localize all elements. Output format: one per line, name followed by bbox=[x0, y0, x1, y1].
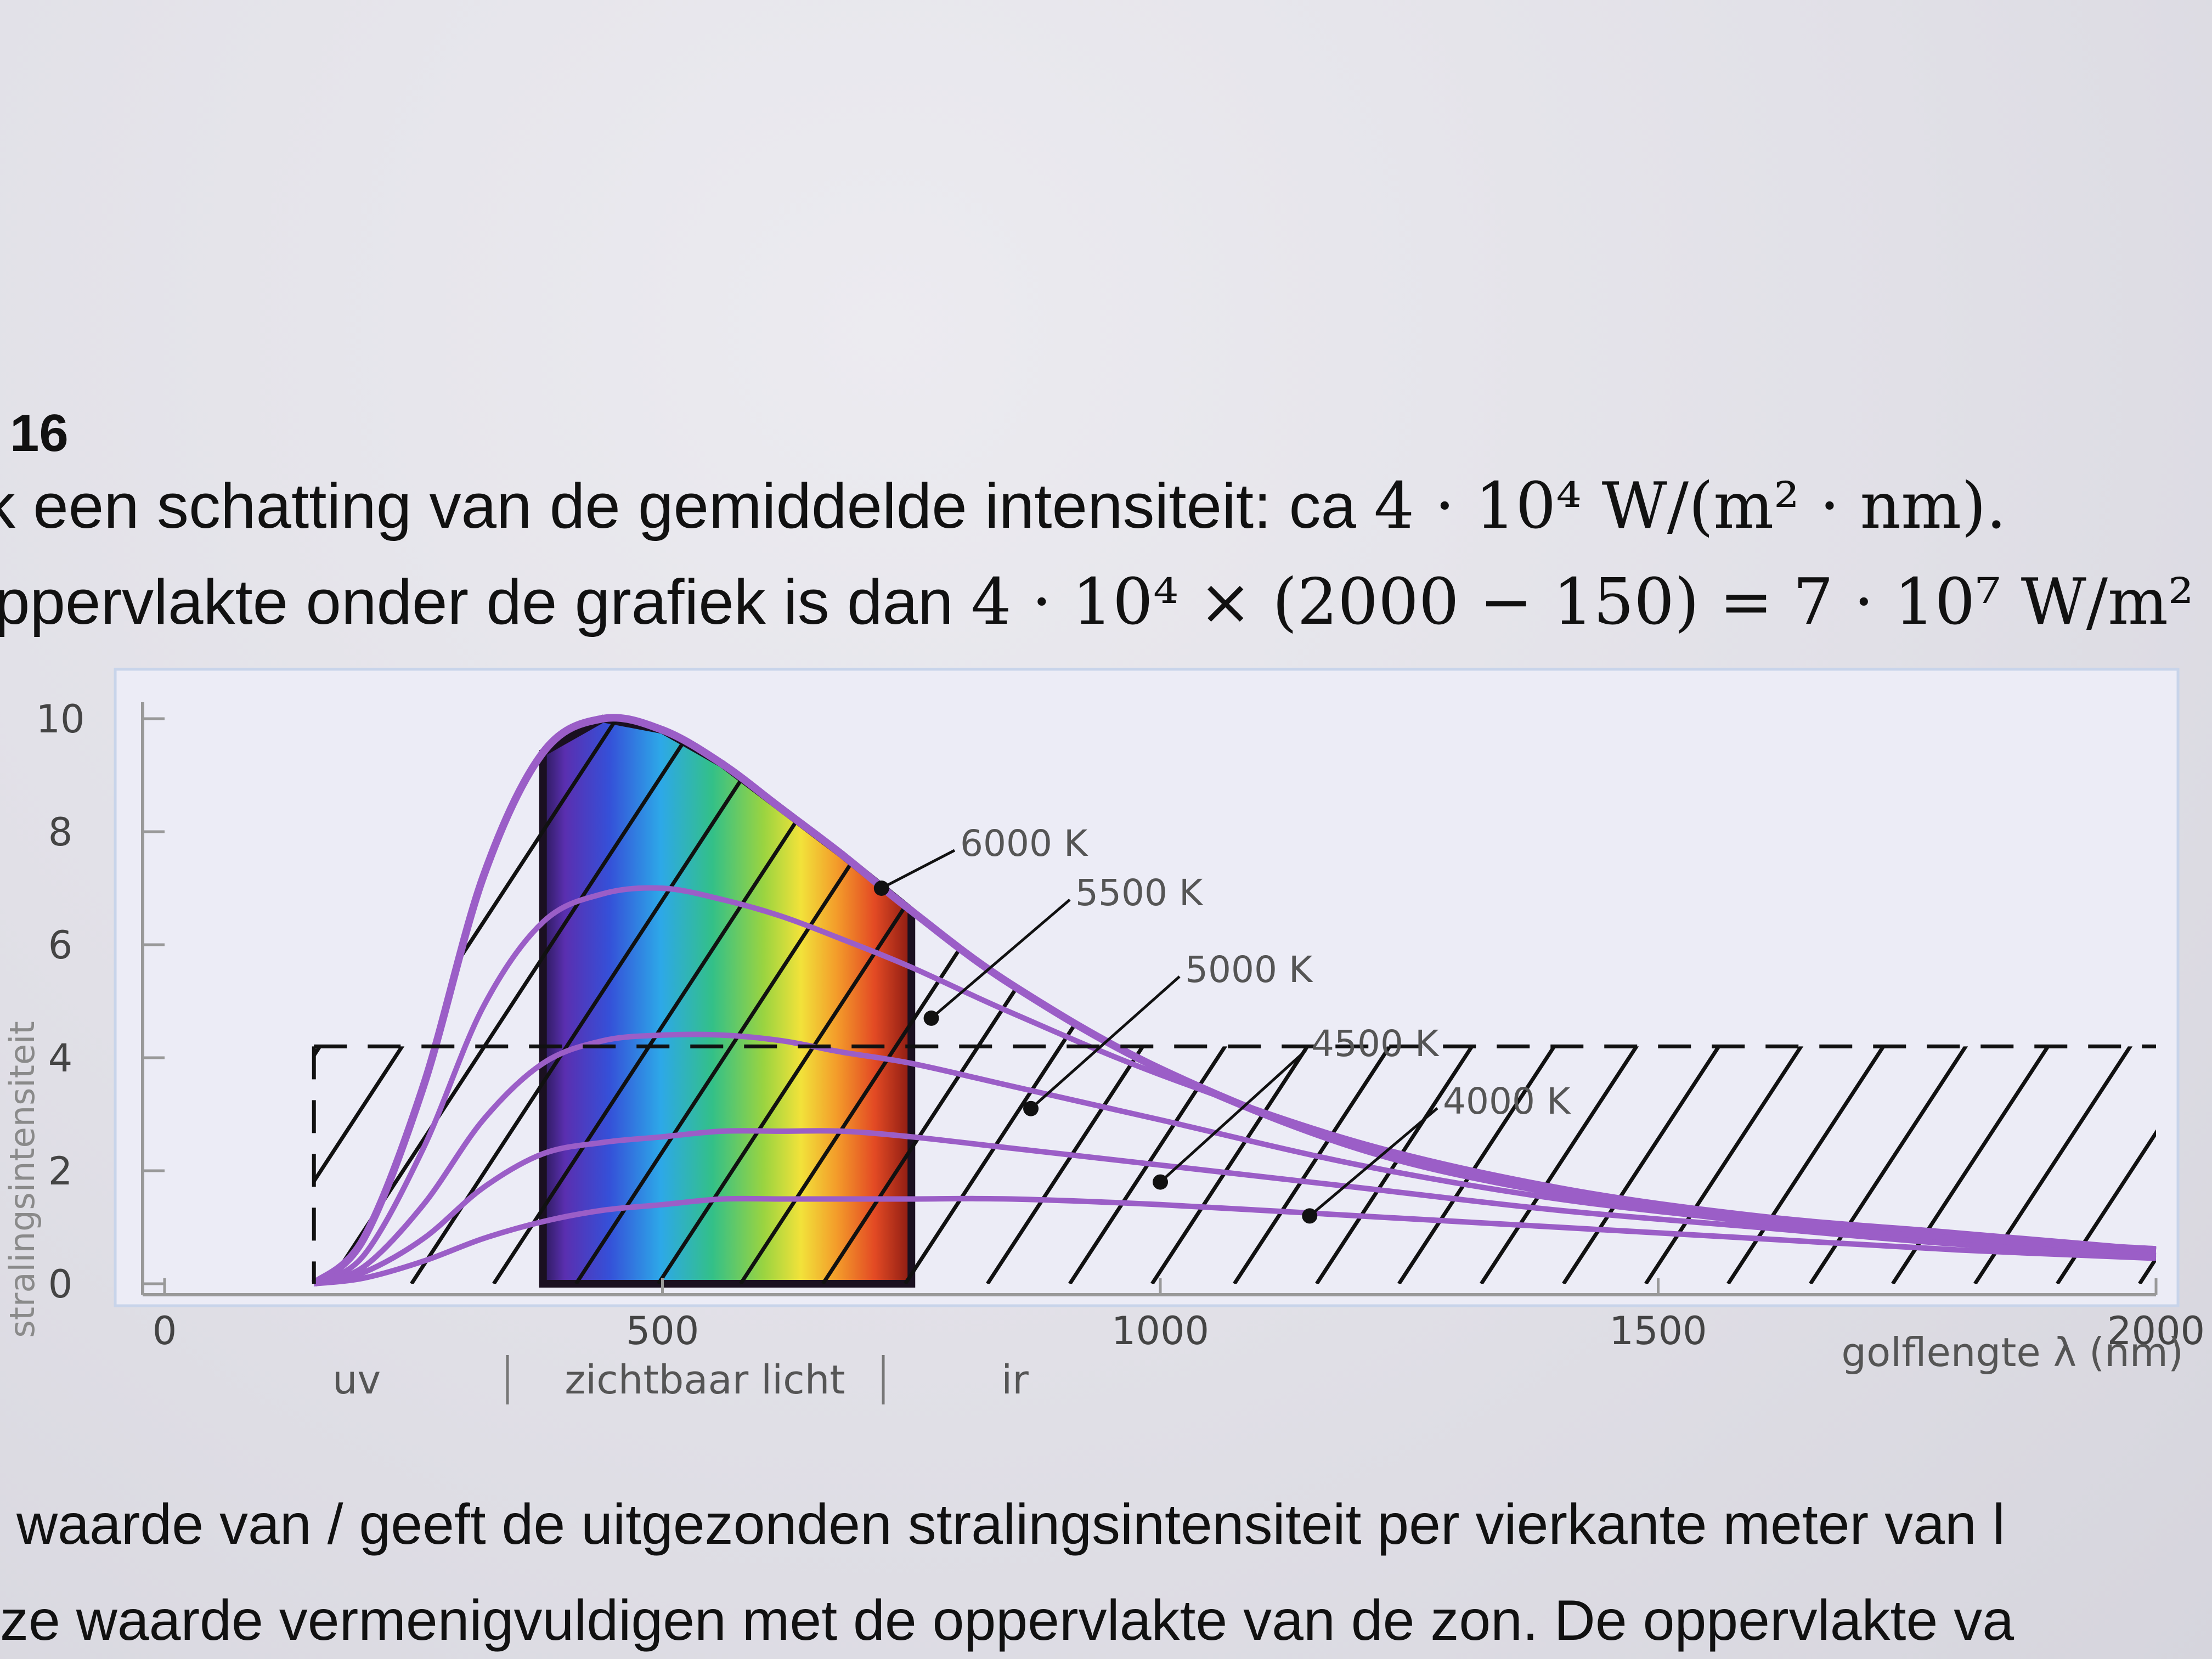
region-label: zichtbaar licht bbox=[565, 1357, 845, 1403]
series-label: 5500 K bbox=[1075, 872, 1204, 914]
hatch-line bbox=[328, 719, 715, 1284]
text-bottom-line-1: waarde van / geeft de uitgezonden strali… bbox=[16, 1493, 2005, 1556]
curve-4000k bbox=[313, 1195, 2157, 1286]
series-label: 5000 K bbox=[1185, 949, 1313, 991]
text-line-1: k een schatting van de gemiddelde intens… bbox=[0, 469, 2006, 543]
y-tick-label: 10 bbox=[36, 697, 84, 742]
curve-4500k bbox=[313, 1128, 2157, 1286]
y-axis-label: stralingsintensiteit bbox=[2, 1021, 42, 1338]
curve-5500k bbox=[312, 885, 2157, 1286]
y-tick-label: 0 bbox=[48, 1262, 73, 1307]
y-tick-label: 2 bbox=[48, 1149, 73, 1194]
region-label: uv bbox=[332, 1357, 381, 1403]
x-tick-label: 1500 bbox=[1609, 1308, 1707, 1353]
series-marker bbox=[1302, 1208, 1318, 1224]
leader-line bbox=[930, 899, 1071, 1019]
series-marker bbox=[1153, 1174, 1168, 1190]
text-line-2-math: 4 · 10⁴ × (2000 − 150) = 7 · 10⁷ W/m² bbox=[970, 565, 2194, 639]
hatch-line bbox=[410, 719, 797, 1284]
hatch-line bbox=[2056, 719, 2156, 1284]
region-label: ir bbox=[1001, 1357, 1029, 1403]
x-tick-label: 1000 bbox=[1111, 1308, 1209, 1353]
x-axis-label: golflengte λ (nm) bbox=[1841, 1329, 2183, 1375]
curve-5000k bbox=[313, 1031, 2157, 1286]
leader-line bbox=[1159, 1049, 1307, 1183]
series-marker bbox=[873, 881, 889, 896]
plot-panel bbox=[114, 668, 2180, 1307]
question-number: 16 bbox=[10, 404, 69, 462]
series-marker bbox=[1023, 1101, 1039, 1116]
series-label: 6000 K bbox=[960, 822, 1088, 865]
leader-line bbox=[881, 849, 956, 890]
y-tick-label: 8 bbox=[48, 810, 73, 855]
hatch-line bbox=[1973, 719, 2156, 1284]
x-tick-label: 2000 bbox=[2107, 1308, 2205, 1353]
x-tick-label: 0 bbox=[153, 1308, 177, 1353]
text-line-1-prefix: k een schatting van de gemiddelde intens… bbox=[0, 470, 1357, 541]
series-label: 4500 K bbox=[1311, 1023, 1440, 1065]
y-tick-label: 4 bbox=[48, 1036, 73, 1081]
text-line-1-math: 4 · 10⁴ W/(m² · nm). bbox=[1374, 469, 2007, 543]
x-tick-label: 500 bbox=[626, 1308, 699, 1353]
y-tick-label: 6 bbox=[48, 923, 73, 968]
text-bottom-line-2: ze waarde vermenigvuldigen met de opperv… bbox=[0, 1589, 2015, 1652]
leader-line bbox=[1030, 975, 1181, 1110]
text-line-2: ppervlakte onder de grafiek is dan 4 · 1… bbox=[0, 565, 2193, 639]
text-line-2-prefix: ppervlakte onder de grafiek is dan bbox=[0, 566, 953, 637]
leader-line bbox=[1308, 1107, 1438, 1217]
series-marker bbox=[923, 1010, 939, 1026]
series-label: 4000 K bbox=[1443, 1080, 1571, 1122]
